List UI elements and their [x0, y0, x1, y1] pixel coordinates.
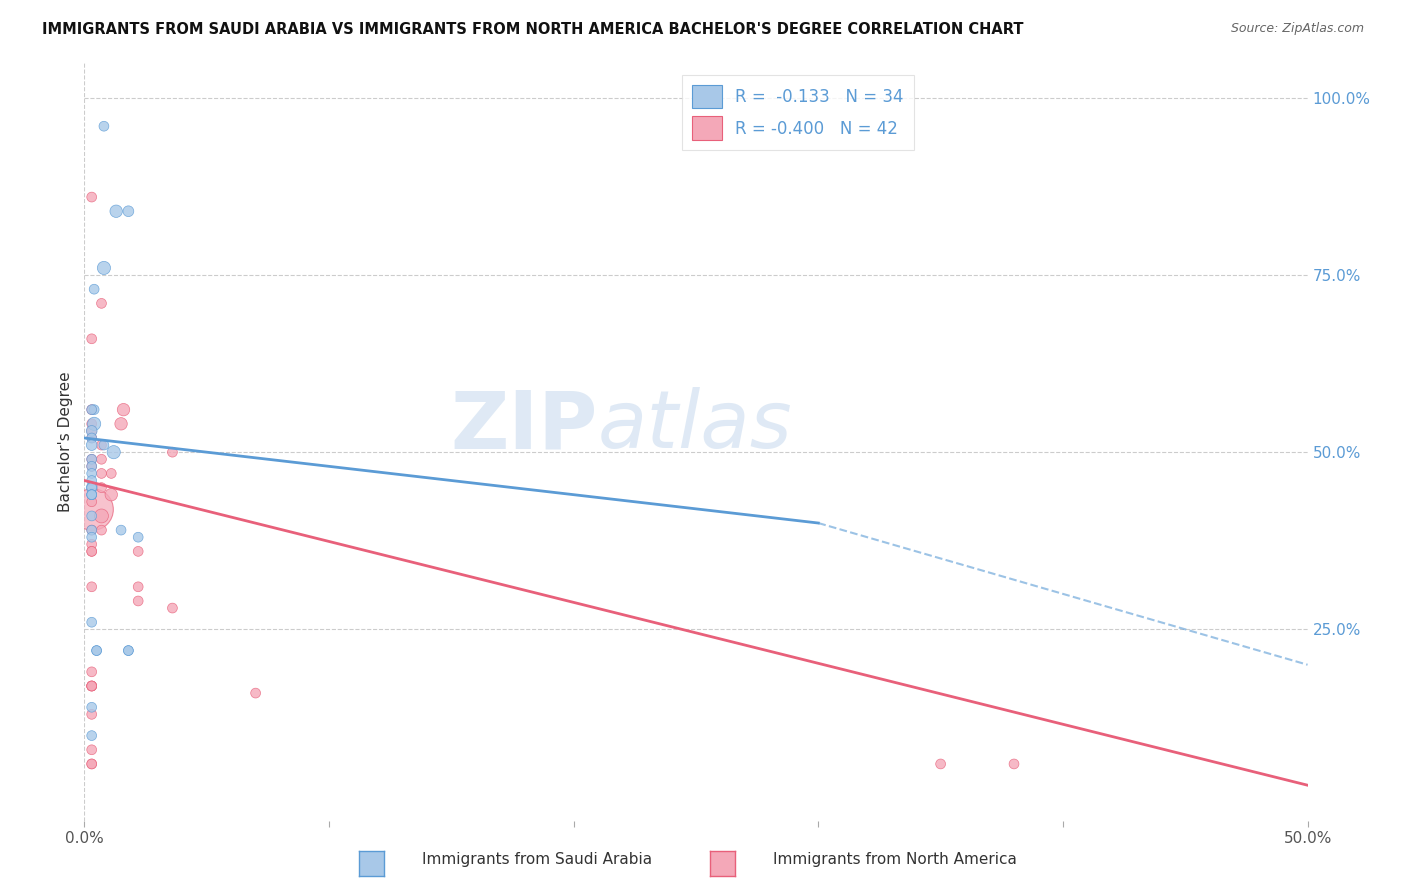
- Point: [105, 204, 128, 219]
- Point: [929, 756, 952, 771]
- Point: [100, 467, 122, 481]
- Point: [80, 481, 103, 495]
- Text: atlas: atlas: [598, 387, 793, 466]
- Point: [110, 523, 132, 537]
- Point: [162, 445, 184, 459]
- Point: [80, 431, 103, 445]
- Point: [127, 594, 149, 608]
- Point: [80, 679, 103, 693]
- Point: [80, 488, 103, 502]
- Point: [80, 501, 103, 516]
- Point: [80, 452, 103, 467]
- Point: [127, 530, 149, 544]
- Point: [83, 417, 105, 431]
- Point: [80, 459, 103, 474]
- Point: [80, 452, 103, 467]
- Point: [93, 438, 115, 452]
- Point: [80, 530, 103, 544]
- Point: [80, 679, 103, 693]
- Point: [90, 452, 112, 467]
- Point: [90, 481, 112, 495]
- Text: Source: ZipAtlas.com: Source: ZipAtlas.com: [1230, 22, 1364, 36]
- Text: IMMIGRANTS FROM SAUDI ARABIA VS IMMIGRANTS FROM NORTH AMERICA BACHELOR'S DEGREE : IMMIGRANTS FROM SAUDI ARABIA VS IMMIGRAN…: [42, 22, 1024, 37]
- Point: [117, 643, 139, 657]
- Point: [86, 643, 108, 657]
- Point: [80, 431, 103, 445]
- Point: [80, 190, 103, 204]
- Point: [103, 445, 125, 459]
- Point: [117, 204, 139, 219]
- Point: [80, 481, 103, 495]
- Point: [80, 467, 103, 481]
- Point: [90, 438, 112, 452]
- Point: [80, 615, 103, 630]
- Point: [80, 729, 103, 743]
- Point: [80, 537, 103, 551]
- Point: [86, 643, 108, 657]
- Point: [80, 424, 103, 438]
- Point: [80, 756, 103, 771]
- Point: [80, 459, 103, 474]
- Point: [80, 679, 103, 693]
- Point: [80, 523, 103, 537]
- Point: [1002, 756, 1025, 771]
- Point: [80, 544, 103, 558]
- Point: [117, 643, 139, 657]
- Point: [80, 700, 103, 714]
- Point: [80, 707, 103, 722]
- Point: [83, 282, 105, 296]
- Point: [112, 402, 135, 417]
- Point: [80, 743, 103, 757]
- Point: [80, 417, 103, 431]
- Point: [100, 488, 122, 502]
- Point: [80, 679, 103, 693]
- Point: [90, 508, 112, 523]
- Point: [80, 508, 103, 523]
- Point: [93, 260, 115, 275]
- Point: [80, 488, 103, 502]
- Point: [80, 474, 103, 488]
- Point: [80, 402, 103, 417]
- Point: [127, 580, 149, 594]
- Point: [80, 544, 103, 558]
- Text: ZIP: ZIP: [451, 387, 598, 466]
- Point: [90, 523, 112, 537]
- Point: [80, 580, 103, 594]
- Point: [80, 402, 103, 417]
- Point: [90, 467, 112, 481]
- Point: [80, 488, 103, 502]
- Point: [80, 495, 103, 509]
- Point: [80, 438, 103, 452]
- Point: [90, 296, 112, 310]
- Point: [80, 332, 103, 346]
- Point: [80, 424, 103, 438]
- Point: [80, 665, 103, 679]
- Point: [162, 601, 184, 615]
- Point: [80, 756, 103, 771]
- Point: [80, 523, 103, 537]
- Point: [83, 402, 105, 417]
- Point: [93, 119, 115, 133]
- Point: [110, 417, 132, 431]
- Y-axis label: Bachelor's Degree: Bachelor's Degree: [58, 371, 73, 512]
- Text: Immigrants from North America: Immigrants from North America: [773, 852, 1017, 867]
- Legend: R =  -0.133   N = 34, R = -0.400   N = 42: R = -0.133 N = 34, R = -0.400 N = 42: [682, 75, 914, 150]
- Point: [245, 686, 267, 700]
- Text: Immigrants from Saudi Arabia: Immigrants from Saudi Arabia: [422, 852, 652, 867]
- Point: [127, 544, 149, 558]
